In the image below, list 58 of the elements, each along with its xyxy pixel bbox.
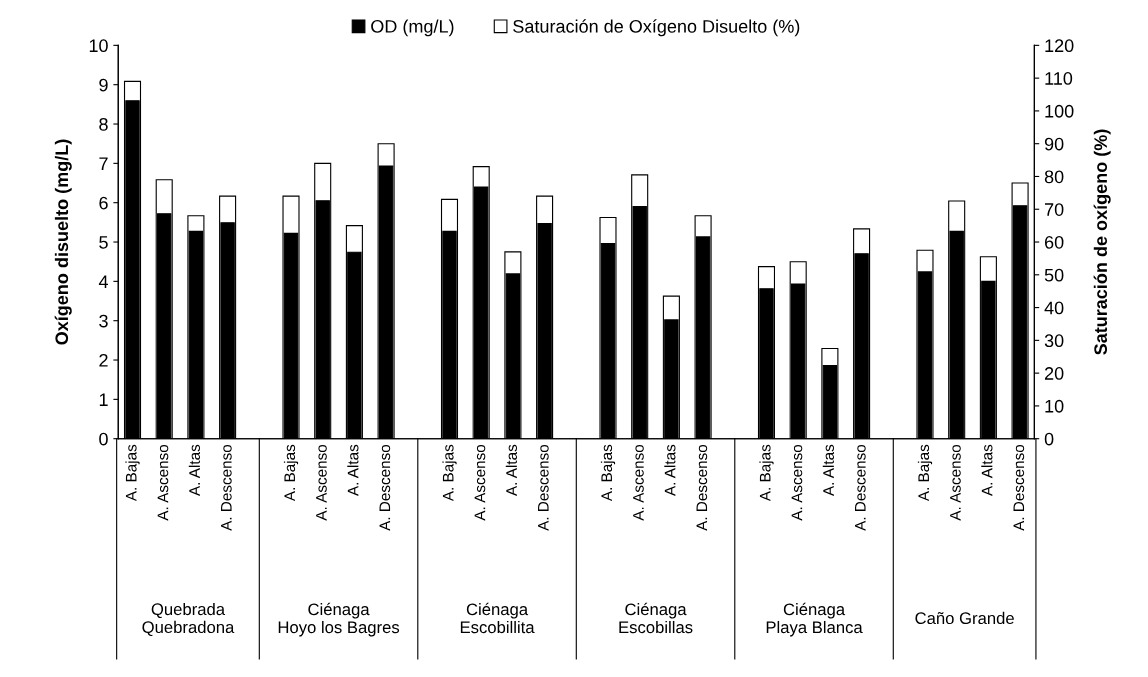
x-tick-label: A. Altas	[188, 444, 201, 497]
y-axis-title: Oxígeno disuelto (mg/L)	[54, 139, 72, 345]
x-tick-label: A. Bajas	[125, 444, 140, 502]
x-tick-label: A. Altas	[505, 444, 517, 497]
y-tick-label: 9	[99, 78, 108, 92]
text: Quebrada Quebradona	[142, 602, 235, 637]
x-tick-label: A. Descenso	[1013, 444, 1025, 531]
y-tick-label: 3	[99, 314, 108, 328]
y2-tick-label: 10	[1045, 399, 1064, 413]
y2-tick-label: 70	[1045, 203, 1064, 216]
x-tick-label: A. Altas	[347, 444, 359, 497]
y-tick-label: 6	[99, 196, 108, 210]
y2-axis-title: Saturación de oxígeno (%)	[1093, 129, 1111, 355]
x-tick-label: A. Bajas	[759, 444, 774, 502]
y2-tick-label: 50	[1044, 268, 1064, 282]
y2-tick-label: 20	[1044, 367, 1064, 380]
y-tick-label: 8	[99, 117, 108, 131]
x-tick-label: A. Ascenso	[950, 444, 961, 521]
y2-tick-label: 60	[1044, 235, 1064, 249]
text: Ciénaga Hoyo los Bagres	[278, 602, 400, 637]
x-tick-label: A. Descenso	[538, 444, 549, 531]
text: Caño Grande	[915, 611, 1014, 625]
y2-tick-label: 90	[1044, 137, 1064, 151]
text: Ciénaga Escobillas	[619, 602, 693, 634]
x-tick-label: A. Altas	[981, 444, 993, 497]
y-tick-label: 10	[89, 39, 108, 53]
x-tick-label: A. Ascenso	[474, 444, 486, 521]
y-tick-label: 2	[99, 353, 108, 367]
y2-tick-label: 0	[1044, 432, 1054, 446]
x-tick-label: A. Descenso	[379, 444, 391, 531]
text: Ciénaga Playa Blanca	[766, 602, 863, 637]
x-tick-label: A. Bajas	[283, 444, 299, 502]
y2-tick-label: 110	[1045, 72, 1073, 85]
y2-tick-label: 80	[1044, 170, 1064, 184]
y2-tick-label: 30	[1044, 334, 1064, 348]
legend-label: Saturación de Oxígeno Disuelto (%)	[513, 19, 800, 37]
y-tick-label: 5	[99, 236, 108, 249]
x-tick-label: A. Altas	[822, 444, 834, 497]
x-tick-label: A. Ascenso	[157, 444, 169, 521]
x-tick-label: A. Ascenso	[633, 444, 644, 521]
y2-tick-label: 100	[1045, 104, 1074, 118]
x-tick-label: A. Bajas	[917, 444, 933, 502]
x-tick-label: A. Ascenso	[316, 444, 327, 521]
x-tick-label: A. Ascenso	[791, 444, 803, 521]
x-tick-label: A. Descenso	[696, 444, 708, 531]
y-tick-label: 7	[99, 157, 108, 170]
y-tick-label: 0	[99, 432, 108, 446]
legend-label: OD (mg/L)	[371, 19, 454, 37]
x-tick-label: A. Descenso	[855, 444, 866, 531]
x-tick-label: A. Altas	[664, 444, 676, 497]
text: Ciénaga Escobillita	[460, 602, 535, 634]
x-tick-label: A. Bajas	[600, 444, 616, 502]
y2-tick-label: 40	[1044, 301, 1064, 315]
y-tick-label: 1	[99, 393, 108, 406]
x-tick-label: A. Bajas	[442, 444, 457, 502]
y-tick-label: 4	[98, 275, 108, 288]
x-tick-label: A. Descenso	[221, 444, 232, 531]
y2-tick-label: 120	[1045, 39, 1074, 53]
